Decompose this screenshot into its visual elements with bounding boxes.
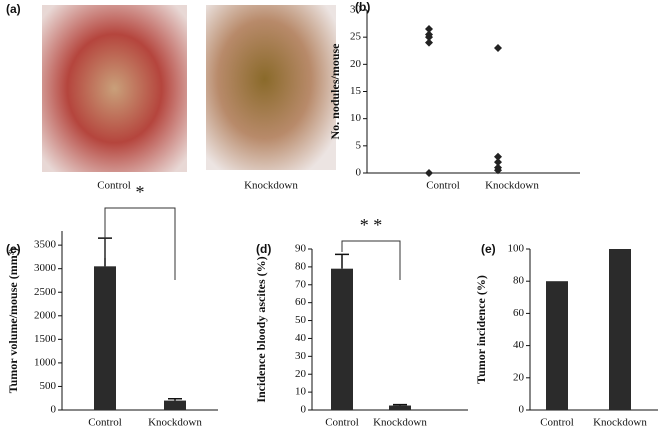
- x-tick-label: Control: [325, 417, 359, 427]
- y-tick-label: 30: [295, 350, 307, 362]
- x-tick-label: Control: [88, 417, 122, 427]
- panel-label: (b): [355, 0, 370, 14]
- photo-knockdown: [206, 5, 336, 170]
- error-bar: [393, 403, 407, 406]
- y-tick-label: 10: [295, 386, 307, 398]
- error-bar: [335, 253, 349, 269]
- significance-annotation: * *: [360, 215, 383, 235]
- y-tick-label: 3500: [34, 239, 57, 251]
- y-tick-label: 500: [40, 380, 57, 392]
- panel-label: (e): [481, 242, 496, 256]
- panel-label: (c): [6, 242, 21, 256]
- y-axis-label: Tumor volume/mouse (mm³): [6, 248, 20, 394]
- point: [425, 169, 433, 177]
- significance-annotation: *: [136, 182, 145, 202]
- y-tick-label: 1000: [34, 356, 57, 368]
- point: [425, 25, 433, 34]
- bar: [94, 266, 116, 410]
- y-tick-label: 10: [350, 112, 362, 124]
- y-axis-label: Incidence bloody ascites (%): [254, 256, 268, 402]
- y-tick-label: 0: [51, 404, 57, 416]
- y-tick-label: 100: [508, 243, 525, 255]
- y-tick-label: 60: [295, 296, 307, 308]
- y-tick-label: 3000: [34, 262, 57, 274]
- significance-bracket: [341, 240, 401, 280]
- point: [494, 152, 502, 161]
- x-tick-label: Knockdown: [148, 417, 202, 427]
- point: [425, 38, 433, 47]
- bar: [609, 249, 631, 410]
- point: [425, 33, 433, 42]
- x-tick-label: Knockdown: [373, 417, 427, 427]
- point: [494, 158, 502, 167]
- y-tick-label: 25: [350, 31, 362, 43]
- y-tick-label: 60: [513, 307, 525, 319]
- bar: [546, 281, 568, 410]
- y-tick-label: 2000: [34, 309, 57, 321]
- photo-control: [42, 5, 187, 172]
- significance-bracket: [104, 207, 176, 280]
- bar: [164, 400, 186, 410]
- point: [494, 166, 502, 175]
- photo-caption: Knockdown: [244, 180, 298, 192]
- panel-label: (d): [256, 242, 271, 256]
- y-tick-label: 5: [356, 139, 362, 151]
- y-tick-label: 0: [301, 404, 307, 416]
- y-axis-label: No. nodules/mouse: [328, 43, 342, 140]
- y-tick-label: 30: [350, 4, 362, 16]
- y-tick-label: 20: [513, 371, 525, 383]
- y-tick-label: 0: [519, 404, 525, 416]
- y-axis-label: Tumor incidence (%): [474, 275, 488, 384]
- bar: [331, 268, 353, 410]
- error-bar: [168, 397, 182, 401]
- y-tick-label: 80: [513, 275, 525, 287]
- point: [494, 44, 502, 53]
- y-tick-label: 50: [295, 314, 307, 326]
- y-tick-label: 1500: [34, 333, 57, 345]
- y-tick-label: 0: [356, 167, 362, 179]
- y-tick-label: 15: [350, 85, 362, 97]
- x-tick-label: Knockdown: [593, 417, 647, 427]
- y-tick-label: 80: [295, 260, 307, 272]
- y-tick-label: 90: [295, 243, 307, 255]
- bar: [389, 405, 411, 410]
- y-tick-label: 40: [295, 332, 307, 344]
- x-tick-label: Control: [540, 417, 574, 427]
- y-tick-label: 20: [295, 368, 307, 380]
- y-tick-label: 70: [295, 278, 307, 290]
- x-tick-label: Control: [426, 180, 460, 192]
- panel-label: (a): [6, 2, 21, 16]
- y-tick-label: 20: [350, 58, 362, 70]
- photo-caption: Control: [97, 180, 131, 192]
- y-tick-label: 40: [513, 339, 525, 351]
- x-tick-label: Knockdown: [485, 180, 539, 192]
- y-tick-label: 2500: [34, 286, 57, 298]
